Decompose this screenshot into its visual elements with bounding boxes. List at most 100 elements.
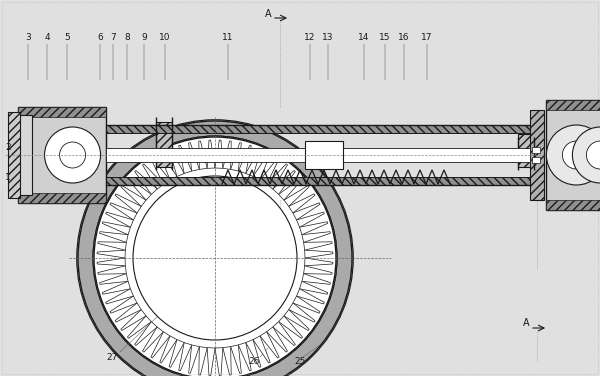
Circle shape xyxy=(79,122,351,376)
Text: 6: 6 xyxy=(97,33,103,42)
Polygon shape xyxy=(151,158,170,184)
Bar xyxy=(18,107,106,117)
Polygon shape xyxy=(106,289,133,304)
Text: 25: 25 xyxy=(295,358,305,367)
Polygon shape xyxy=(230,143,241,171)
Polygon shape xyxy=(98,242,127,250)
Polygon shape xyxy=(253,336,270,363)
Bar xyxy=(18,107,106,203)
Text: 26: 26 xyxy=(248,358,260,367)
Polygon shape xyxy=(284,309,309,331)
Circle shape xyxy=(562,141,590,169)
Polygon shape xyxy=(151,332,170,358)
Polygon shape xyxy=(134,321,157,346)
Bar xyxy=(106,148,530,162)
Bar xyxy=(18,115,32,195)
Circle shape xyxy=(572,127,600,183)
Polygon shape xyxy=(238,343,251,371)
Text: 11: 11 xyxy=(222,33,234,42)
Polygon shape xyxy=(110,203,137,220)
Polygon shape xyxy=(97,250,125,258)
Circle shape xyxy=(586,141,600,169)
Polygon shape xyxy=(296,212,325,227)
Polygon shape xyxy=(102,222,130,235)
Text: A: A xyxy=(265,9,271,19)
Text: 1: 1 xyxy=(5,173,11,182)
Polygon shape xyxy=(143,164,163,189)
Polygon shape xyxy=(304,242,332,250)
Polygon shape xyxy=(207,348,215,376)
Polygon shape xyxy=(304,266,332,274)
Polygon shape xyxy=(296,289,325,304)
Text: 7: 7 xyxy=(110,33,116,42)
Polygon shape xyxy=(179,145,192,173)
Polygon shape xyxy=(305,258,333,266)
Polygon shape xyxy=(121,185,146,206)
Polygon shape xyxy=(238,145,251,173)
Polygon shape xyxy=(188,345,199,373)
Polygon shape xyxy=(266,164,287,189)
Polygon shape xyxy=(160,336,177,363)
Polygon shape xyxy=(110,296,137,313)
Polygon shape xyxy=(223,347,231,375)
Circle shape xyxy=(44,127,101,183)
Polygon shape xyxy=(260,158,279,184)
Circle shape xyxy=(133,176,297,340)
Polygon shape xyxy=(115,303,141,322)
Polygon shape xyxy=(289,303,315,322)
Text: 2: 2 xyxy=(5,144,11,153)
Bar xyxy=(546,100,600,110)
Text: 4: 4 xyxy=(44,33,50,42)
Polygon shape xyxy=(284,185,309,206)
Bar xyxy=(532,147,540,153)
Polygon shape xyxy=(179,343,192,371)
Bar xyxy=(156,122,172,167)
Bar xyxy=(305,141,343,169)
Polygon shape xyxy=(302,274,331,284)
Text: 14: 14 xyxy=(358,33,370,42)
Polygon shape xyxy=(199,141,207,169)
Polygon shape xyxy=(188,143,199,171)
Bar xyxy=(546,100,600,210)
Polygon shape xyxy=(143,327,163,352)
Text: 5: 5 xyxy=(64,33,70,42)
Polygon shape xyxy=(169,149,184,176)
Polygon shape xyxy=(278,316,302,338)
Text: 9: 9 xyxy=(141,33,147,42)
Polygon shape xyxy=(302,232,331,243)
Circle shape xyxy=(59,142,86,168)
Bar xyxy=(518,134,534,167)
Polygon shape xyxy=(127,178,151,200)
Polygon shape xyxy=(278,178,302,200)
Polygon shape xyxy=(305,250,333,258)
Polygon shape xyxy=(199,347,207,375)
Polygon shape xyxy=(100,274,128,284)
Polygon shape xyxy=(260,332,279,358)
Text: 12: 12 xyxy=(304,33,316,42)
Polygon shape xyxy=(100,232,128,243)
Polygon shape xyxy=(246,149,261,176)
Polygon shape xyxy=(230,345,241,373)
Circle shape xyxy=(93,136,337,376)
Bar xyxy=(532,157,540,163)
Polygon shape xyxy=(293,203,320,220)
Text: 10: 10 xyxy=(159,33,171,42)
Text: 17: 17 xyxy=(421,33,433,42)
Circle shape xyxy=(547,125,600,185)
Polygon shape xyxy=(215,140,223,168)
Polygon shape xyxy=(273,321,295,346)
Polygon shape xyxy=(169,340,184,367)
Text: 16: 16 xyxy=(398,33,410,42)
Text: 27: 27 xyxy=(106,353,118,362)
Polygon shape xyxy=(223,141,231,169)
Text: 15: 15 xyxy=(379,33,391,42)
Polygon shape xyxy=(293,296,320,313)
Polygon shape xyxy=(215,348,223,376)
Bar xyxy=(530,110,544,200)
Polygon shape xyxy=(115,194,141,213)
Bar xyxy=(18,193,106,203)
Polygon shape xyxy=(121,309,146,331)
Polygon shape xyxy=(273,170,295,194)
Bar xyxy=(8,112,20,198)
Polygon shape xyxy=(207,140,215,168)
